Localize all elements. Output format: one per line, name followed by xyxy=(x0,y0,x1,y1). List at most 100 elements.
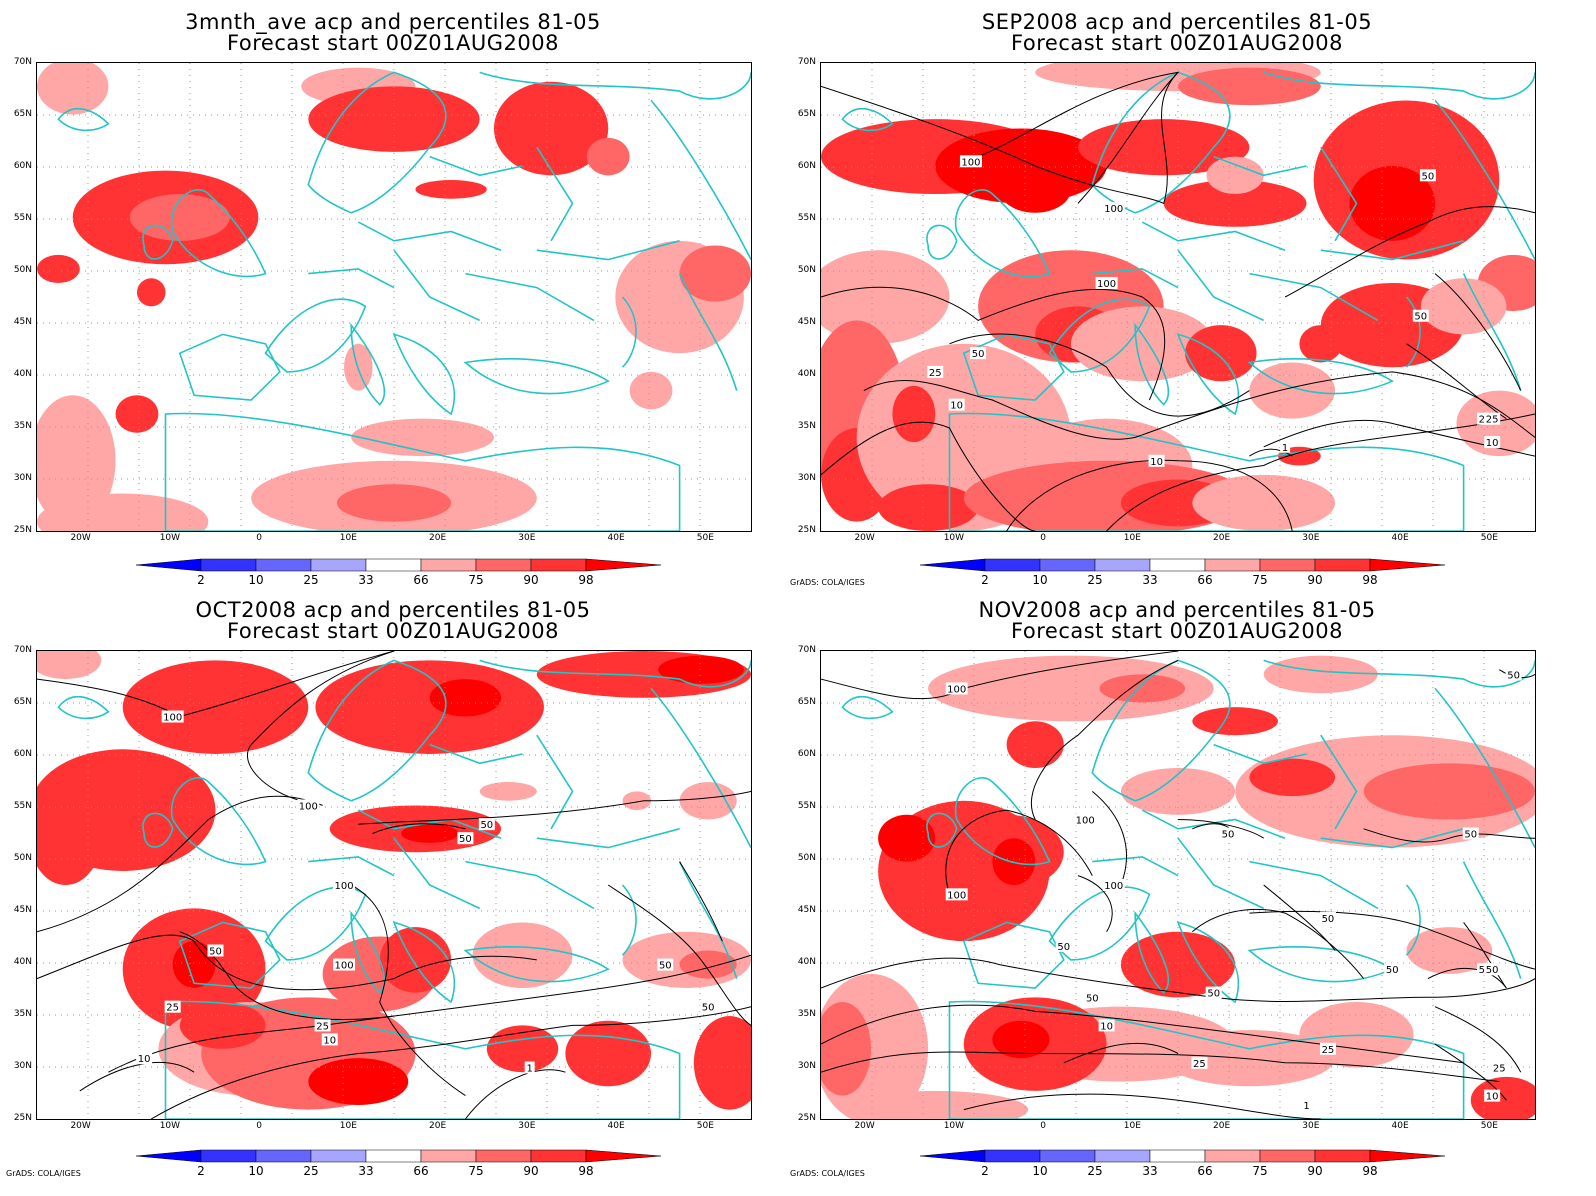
contour-label-bg xyxy=(1491,1061,1508,1074)
contour-label: 50 xyxy=(1507,670,1520,681)
colorbar-label: 33 xyxy=(1142,573,1158,587)
lon-tick-label: 50E xyxy=(696,1121,714,1131)
contour-label: 100 xyxy=(1104,881,1123,892)
lat-tick-label: 35N xyxy=(797,421,816,431)
lon-tick-label: 10E xyxy=(339,533,357,543)
contour-label-bg xyxy=(1055,939,1072,952)
colorbar-segment xyxy=(1204,1149,1261,1163)
contour-label: 10 xyxy=(1486,438,1499,449)
contour-path xyxy=(1063,1042,1179,1064)
shade-region xyxy=(1192,474,1336,531)
lon-tick-label: 50E xyxy=(1480,1121,1498,1131)
lon-tick-label: 10W xyxy=(159,1121,181,1131)
lon-tick-label: 0 xyxy=(256,533,262,543)
title-line-1: SEP2008 acp and percentiles 81-05 xyxy=(981,10,1373,34)
lat-tick-label: 70N xyxy=(13,645,32,655)
contour-label: 50 xyxy=(972,349,985,360)
colorbar-label: 98 xyxy=(578,1164,594,1178)
coast-path xyxy=(178,921,281,989)
coast-path xyxy=(142,224,174,260)
shade-region xyxy=(179,1002,266,1049)
shade-region xyxy=(308,86,480,152)
coast-path xyxy=(621,861,738,979)
shade-region xyxy=(842,1090,1029,1119)
coast-path xyxy=(948,412,1465,531)
contour-label: 100 xyxy=(299,801,318,812)
contour-path xyxy=(37,795,323,933)
shade-region xyxy=(821,250,950,344)
colorbar-segment xyxy=(365,558,422,572)
coast-path xyxy=(841,107,894,132)
coast-path xyxy=(1048,886,1151,961)
lat-tick-label: 65N xyxy=(13,109,32,119)
shading-layer xyxy=(821,655,1535,1119)
title-line-1: 3mnth_ave acp and percentiles 81-05 xyxy=(185,10,601,34)
contour-path xyxy=(1106,413,1535,531)
coast-path xyxy=(429,734,574,830)
coast-path xyxy=(962,921,1065,989)
map-p1 xyxy=(36,62,752,532)
colorbar-label: 33 xyxy=(358,573,374,587)
colorbar-p1 xyxy=(136,558,662,572)
colorbar-label: 2 xyxy=(197,573,205,587)
shade-region xyxy=(878,484,979,531)
map-p4: 100 100 100 50 50 100 50 50 50 50 10 25 1 25 25 10 50 50 5… xyxy=(820,650,1536,1120)
lon-tick-label: 20E xyxy=(429,533,447,543)
lon-tick-label: 20E xyxy=(1213,533,1231,543)
contour-label: 50 xyxy=(1486,965,1499,976)
map-p2: 1001001005025101025101505025 xyxy=(820,62,1536,532)
colorbar-label: 75 xyxy=(1252,1164,1268,1178)
contour-path xyxy=(1191,908,1364,979)
contour-label-bg xyxy=(1148,454,1165,467)
contour-path xyxy=(1427,967,1507,989)
coast-path xyxy=(57,695,110,720)
contour-label-bg xyxy=(948,398,965,411)
shade-region xyxy=(1178,67,1321,106)
contour-path xyxy=(945,809,1093,895)
shade-region xyxy=(1249,758,1336,797)
contour-label-bg xyxy=(297,799,320,812)
contour-label-bg xyxy=(1205,986,1222,999)
shading-layer xyxy=(821,63,1535,531)
contour-label-bg xyxy=(1102,879,1125,891)
contour-label: 10 xyxy=(1486,1092,1499,1103)
contour-label: 50 xyxy=(1464,830,1477,841)
coastlines xyxy=(841,71,1535,531)
colorbar-label: 98 xyxy=(578,573,594,587)
shade-region xyxy=(693,1016,751,1110)
shade-region xyxy=(1470,1076,1535,1119)
shade-region xyxy=(401,824,459,843)
shade-region xyxy=(622,791,652,811)
contour-label: 50 xyxy=(1414,312,1427,323)
contour-label-bg xyxy=(927,365,944,378)
contour-label-bg xyxy=(1098,1019,1115,1032)
contour-label: 100 xyxy=(947,684,966,695)
contour-label-bg xyxy=(164,1000,181,1013)
lat-tick-label: 55N xyxy=(797,213,816,223)
contour-label: 25 xyxy=(1493,1064,1506,1075)
colorbar-segment xyxy=(530,558,587,572)
contour-path xyxy=(863,371,1535,440)
shade-region xyxy=(1263,655,1378,694)
contour-label: 25 xyxy=(1486,415,1499,426)
contour-path xyxy=(1249,910,1535,970)
lat-tick-label: 30N xyxy=(13,473,32,483)
coast-path xyxy=(1176,333,1240,416)
contour-label-bg xyxy=(700,1000,717,1013)
contour-path xyxy=(977,71,1180,204)
colorbar-segment xyxy=(475,1149,532,1163)
colorbar-segment xyxy=(420,1149,477,1163)
colorbar-segment xyxy=(920,558,986,572)
coastlines xyxy=(57,71,751,531)
title-line-2: Forecast start 00Z01AUG2008 xyxy=(227,619,559,643)
shade-region xyxy=(1120,768,1236,815)
contour-path xyxy=(372,823,466,834)
lon-tick-label: 20E xyxy=(429,1121,447,1131)
shade-region xyxy=(37,651,102,680)
coast-path xyxy=(393,240,680,322)
title-line-1: OCT2008 acp and percentiles 81-05 xyxy=(195,598,591,622)
lat-tick-label: 40N xyxy=(797,369,816,379)
contour-label: 50 xyxy=(459,834,472,845)
contour-path xyxy=(1434,1006,1522,1073)
contour-label-bg xyxy=(1219,827,1236,840)
